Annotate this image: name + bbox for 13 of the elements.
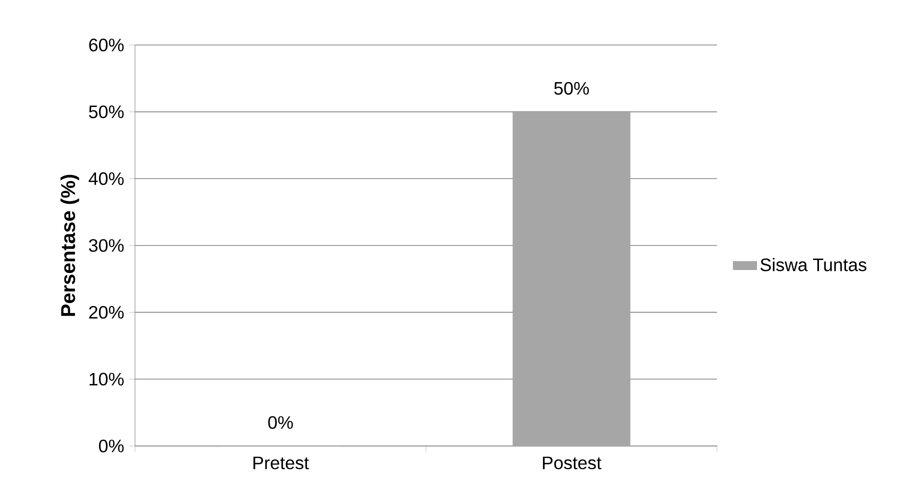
data-label: 50% [554, 82, 589, 95]
data-label: 0% [268, 416, 293, 429]
y-tick-label: 20% [89, 306, 124, 319]
x-tick-label: Postest [542, 456, 602, 470]
legend-label: Siswa Tuntas [760, 258, 866, 272]
y-tick-label: 10% [90, 372, 124, 386]
y-tick-label: 0% [98, 440, 124, 452]
y-tick-label: 30% [88, 239, 124, 252]
y-axis-title: Persentase (%) [60, 174, 80, 316]
x-tick-label: Pretest [253, 456, 309, 470]
y-tick-label: 40% [88, 172, 124, 186]
y-tick-label: 60% [89, 38, 124, 52]
y-tick-label: 50% [88, 105, 124, 118]
